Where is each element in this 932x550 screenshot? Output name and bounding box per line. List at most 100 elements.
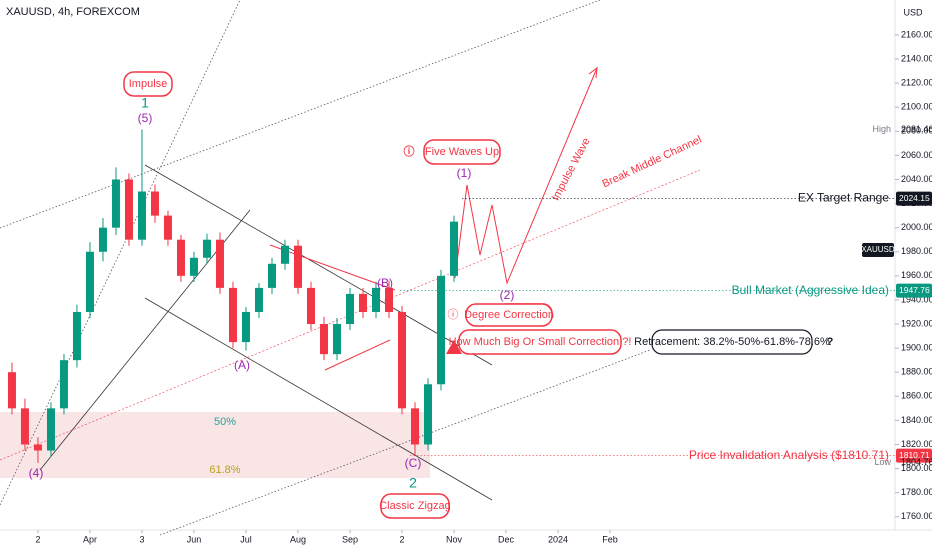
candle-body (228, 287, 237, 343)
x-tick-label: Jul (240, 534, 252, 544)
wave-label: (4) (29, 466, 44, 480)
descending-line (144, 297, 493, 501)
projection-path (454, 67, 598, 285)
candle-body (254, 287, 263, 312)
axis-price-tag (896, 448, 932, 463)
projection-arrow (588, 66, 598, 79)
annotation: Retracement: 38.2%-50%-61.8%-78.6% (634, 336, 830, 348)
extreme-value: 1804.76 (901, 457, 932, 467)
symbol-tag (862, 243, 894, 257)
y-tick-label: 1920.00 (901, 318, 932, 328)
label-box (380, 493, 450, 519)
y-tick-label: 2140.00 (901, 53, 932, 63)
y-tick-label: 2060.00 (901, 150, 932, 160)
label-box (123, 71, 173, 97)
x-tick-label: 2024 (548, 534, 568, 544)
fib-label: 50% (214, 416, 236, 428)
annotation: Degree Correction (464, 309, 554, 321)
y-tick-label: 1860.00 (901, 391, 932, 401)
candle-body (137, 191, 146, 240)
y-tick-label: 1780.00 (901, 487, 932, 497)
level-label: Bull Market (Aggressive Idea) (732, 283, 889, 297)
symbol-tag-label: XAUUSD (861, 245, 895, 254)
y-tick-label: 2000.00 (901, 222, 932, 232)
candle-body (384, 287, 393, 312)
candle-body (202, 239, 211, 258)
candle-body (423, 384, 432, 445)
candle-body (410, 408, 419, 445)
candle-body (33, 444, 42, 451)
marks (7, 129, 459, 463)
fib-label: 61.8% (209, 464, 240, 476)
y-tick-label: 1760.00 (901, 511, 932, 521)
icon: ⓘ (448, 308, 459, 321)
y-tick-label: 2080.00 (901, 126, 932, 136)
candle-body (72, 311, 81, 361)
icon: ⓘ (404, 144, 415, 158)
x-tick-label: Dec (498, 534, 515, 544)
candle-body (306, 287, 315, 325)
label-box (465, 303, 553, 327)
level-label: EX Target Range (798, 191, 889, 205)
wave-label: (B) (377, 276, 393, 290)
wave-label: (A) (234, 358, 250, 372)
y-tick-label: 1980.00 (901, 246, 932, 256)
candle-body (450, 221, 459, 276)
x-tick-label: Jun (187, 534, 202, 544)
axis-price-tag (896, 283, 932, 298)
y-tick-label: 1840.00 (901, 415, 932, 425)
candle-body (111, 179, 120, 228)
wave-label: (5) (138, 111, 153, 125)
y-tick-label: 1960.00 (901, 270, 932, 280)
y-tick-label: 1940.00 (901, 294, 932, 304)
y-tick-label: 1900.00 (901, 342, 932, 352)
label-box (423, 139, 501, 165)
candle-body (345, 293, 354, 325)
candle-body (319, 324, 328, 355)
wave-label: (C) (405, 456, 422, 470)
y-tick-label: 2160.00 (901, 29, 932, 39)
candle-body (241, 311, 250, 343)
annotation: Five Waves Up (425, 146, 499, 158)
x-tick-label: Apr (83, 534, 97, 544)
y-tick-label: 2100.00 (901, 102, 932, 112)
candle-body (7, 372, 16, 409)
candle-body (176, 239, 185, 276)
x-tick-label: Aug (290, 534, 306, 544)
symbol-title: XAUUSD, 4h, FOREXCOM (6, 6, 140, 18)
annotation: How Much Big Or Small Correction ?! (449, 336, 632, 348)
currency: USD (903, 7, 923, 17)
label-box (651, 329, 813, 355)
y-tick-label: 2040.00 (901, 174, 932, 184)
candle-body (397, 311, 406, 409)
candle-body (46, 408, 55, 451)
wave-label: 1 (141, 95, 149, 111)
axis-price-label: 1947.76 (899, 285, 930, 295)
x-tick-label: Nov (446, 534, 463, 544)
extreme-label: Low (874, 457, 891, 467)
y-tick-label: 1820.00 (901, 439, 932, 449)
candle-body (98, 227, 107, 252)
x-tick-label: Sep (342, 534, 358, 544)
x-tick-label: 3 (139, 534, 144, 544)
wave-label: (2) (500, 288, 515, 302)
candle-body (293, 245, 302, 288)
x-tick-label: Feb (602, 534, 618, 544)
trend-lines (39, 164, 493, 501)
extreme-value: 2081.46 (901, 124, 932, 134)
candle-body (85, 251, 94, 312)
y-tick-label: 1800.00 (901, 463, 932, 473)
x-tick-label: 2 (399, 534, 404, 544)
wave-label: (1) (457, 166, 472, 180)
annotation: ? (827, 336, 834, 348)
candle-body (280, 245, 289, 264)
rising-line (39, 209, 251, 471)
channel-lines (0, 0, 651, 536)
candle-body (20, 408, 29, 445)
annotation: Impulse (129, 78, 168, 90)
candle-body (189, 257, 198, 276)
y-tick-label: 2120.00 (901, 77, 932, 87)
y-tick-label: 1880.00 (901, 367, 932, 377)
candle-body (124, 179, 133, 240)
